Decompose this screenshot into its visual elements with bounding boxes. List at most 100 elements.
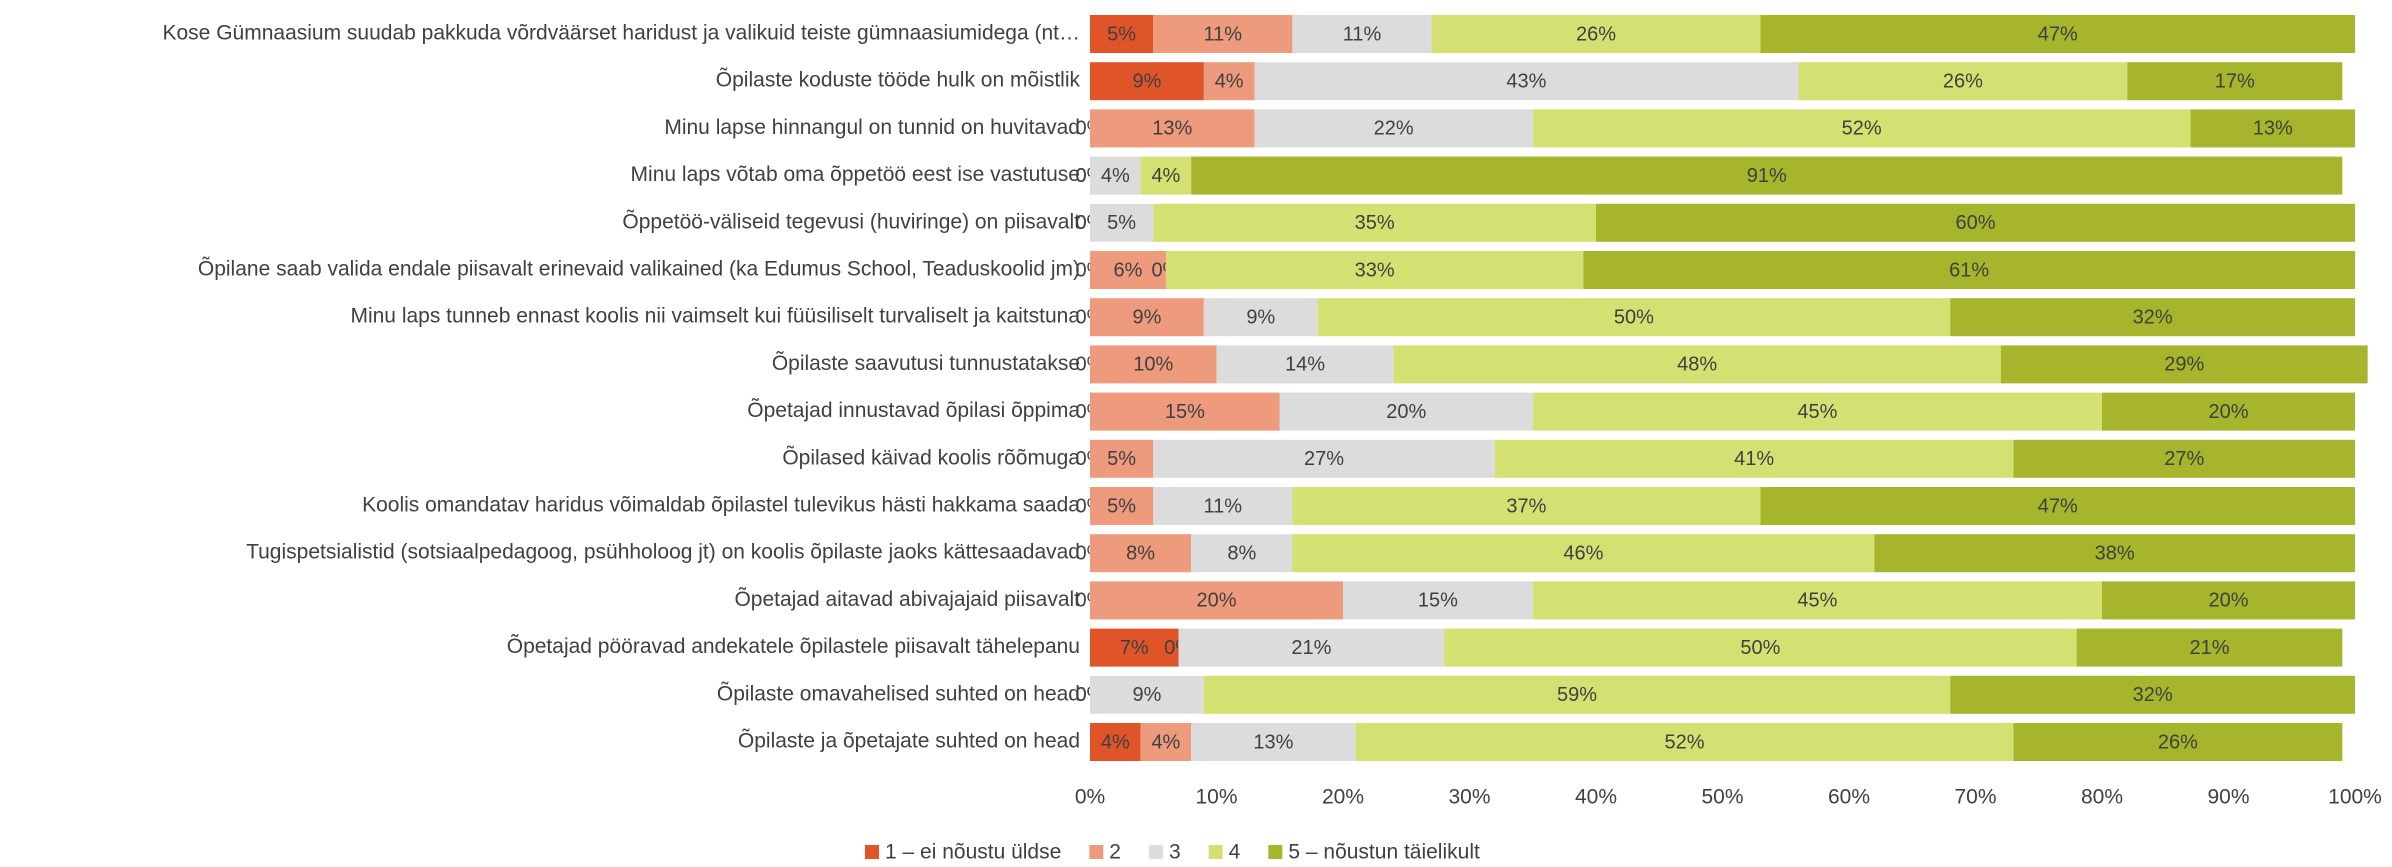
data-label: 60% <box>1955 212 1995 234</box>
data-label: 20% <box>2208 401 2248 423</box>
bar-segment <box>1532 109 2191 148</box>
data-label: 50% <box>1614 306 1654 328</box>
x-tick-label: 50% <box>1701 786 1743 809</box>
x-tick-label: 40% <box>1575 786 1617 809</box>
bar-segment <box>1254 109 1533 148</box>
x-tick-label: 30% <box>1448 786 1490 809</box>
x-tick-label: 60% <box>1828 786 1870 809</box>
bar-segment <box>1431 15 1761 53</box>
category-label: Õpetajad pööravad andekatele õpilastele … <box>507 634 1080 658</box>
bar-segment <box>1165 251 1584 289</box>
bar-segment <box>1203 675 1951 714</box>
data-label: 9% <box>1132 684 1161 706</box>
bar-segment <box>2076 628 2343 667</box>
bar-segment <box>2013 439 2355 478</box>
bar-segment <box>1355 723 2014 761</box>
bar-segment <box>1090 628 1179 667</box>
bar-segment <box>1090 723 1141 761</box>
data-label: 5% <box>1107 23 1136 45</box>
data-label: 20% <box>2208 590 2248 612</box>
data-label: 14% <box>1285 354 1325 376</box>
data-label: 33% <box>1355 259 1395 281</box>
bar-segment <box>2127 62 2343 101</box>
data-label: 41% <box>1734 448 1774 470</box>
bar-segment <box>1140 156 1192 195</box>
x-tick-label: 100% <box>2328 786 2382 809</box>
data-label: 9% <box>1246 306 1275 328</box>
data-label: 17% <box>2215 70 2255 92</box>
data-label: 20% <box>1196 590 1236 612</box>
legend-label: 5 – nõustun täielikult <box>1288 841 1480 864</box>
category-label: Õpetajad aitavad abivajajaid piisavalt <box>734 587 1080 611</box>
bar-segment <box>1090 156 1141 195</box>
data-label: 8% <box>1126 542 1155 564</box>
bar-segment <box>1153 203 1596 242</box>
bar-segment <box>1090 581 1343 620</box>
bar-segment <box>1874 534 2355 573</box>
bar-segment <box>2102 392 2355 431</box>
x-tick-label: 90% <box>2207 786 2249 809</box>
data-label: 26% <box>2158 731 2198 753</box>
bar-segment <box>1203 62 1255 101</box>
category-label: Õpilane saab valida endale piisavalt eri… <box>198 257 1080 281</box>
data-label: 10% <box>1133 354 1173 376</box>
data-label: 61% <box>1949 259 1989 281</box>
category-label: Õpilaste koduste tööde hulk on mõistlik <box>716 68 1081 92</box>
legend-label: 4 <box>1229 841 1241 864</box>
bar-segment <box>1178 628 1445 667</box>
x-tick-label: 10% <box>1195 786 1237 809</box>
data-label: 27% <box>2164 448 2204 470</box>
bar-segment <box>1532 581 2102 620</box>
bar-segment <box>1254 62 1799 101</box>
bar-segment <box>1279 392 1533 431</box>
x-tick-label: 70% <box>1954 786 1996 809</box>
data-label: 4% <box>1215 70 1244 92</box>
data-label: 50% <box>1740 637 1780 659</box>
data-label: 5% <box>1107 448 1136 470</box>
legend-swatch <box>1208 845 1223 859</box>
category-label: Koolis omandatav haridus võimaldab õpila… <box>362 494 1080 517</box>
category-label: Minu laps tunneb ennast koolis nii vaims… <box>350 305 1080 328</box>
bar-segment <box>1090 62 1204 101</box>
legend-label: 1 – ei nõustu üldse <box>885 841 1061 864</box>
x-tick-label: 20% <box>1322 786 1364 809</box>
data-label: 5% <box>1107 212 1136 234</box>
bar-segment <box>1153 439 1495 478</box>
category-label: Õpilaste omavahelised suhted on head <box>717 681 1080 705</box>
data-label: 26% <box>1576 23 1616 45</box>
legend-swatch <box>1148 845 1163 859</box>
bar-segment <box>1090 487 1154 525</box>
bar-segment <box>1494 439 2014 478</box>
bar-segment <box>1343 581 1533 620</box>
bar-segment <box>1393 345 2001 384</box>
bar-segment <box>1090 534 1192 573</box>
data-label: 37% <box>1506 495 1546 517</box>
data-label: 91% <box>1747 165 1787 187</box>
data-label: 35% <box>1355 212 1395 234</box>
category-label: Õpilased käivad koolis rõõmuga <box>782 445 1080 469</box>
x-tick-label: 0% <box>1075 786 1105 809</box>
bar-segment <box>1950 298 2355 337</box>
bar-segment <box>2000 345 2368 384</box>
category-label: Tugispetsialistid (sotsiaalpedagoog, psü… <box>246 541 1080 564</box>
bar-segment <box>1090 203 1154 242</box>
bar-segment <box>1203 298 1318 337</box>
data-label: 20% <box>1386 401 1426 423</box>
data-label: 38% <box>2095 542 2135 564</box>
bar-segment <box>1090 298 1204 337</box>
data-label: 11% <box>1204 23 1243 45</box>
bar-segment <box>2102 581 2355 620</box>
bar-segment <box>1216 345 1394 384</box>
bar-segment <box>1596 203 2355 242</box>
data-label: 4% <box>1151 165 1180 187</box>
data-label: 9% <box>1132 306 1161 328</box>
legend-label: 2 <box>1109 841 1121 864</box>
data-label: 59% <box>1557 684 1597 706</box>
category-label: Minu laps võtab oma õppetöö eest ise vas… <box>631 163 1080 186</box>
data-label: 45% <box>1797 401 1837 423</box>
data-label: 43% <box>1506 70 1546 92</box>
data-label: 52% <box>1842 118 1882 140</box>
category-label: Õppetöö-väliseid tegevusi (huviringe) on… <box>622 209 1080 233</box>
x-tick-label: 80% <box>2081 786 2123 809</box>
